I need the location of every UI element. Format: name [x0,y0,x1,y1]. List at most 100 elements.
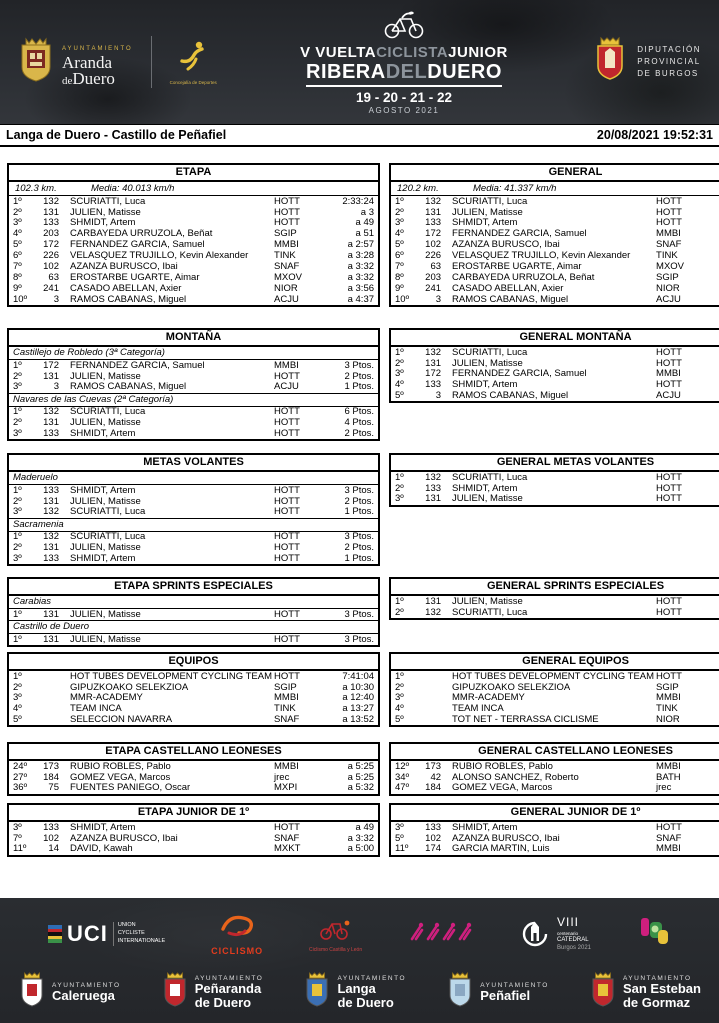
cell-position: 8º [395,271,404,283]
burgos-crest-icon [591,36,629,89]
cell-rider-name: JULIEN, Matisse [70,207,141,218]
cell-rider-name: SHMIDT, Artem [452,380,518,390]
cell-rider-name: AZANZA BURUSCO, Ibai [452,833,560,844]
cell-position: 1º [13,531,22,543]
cell-position: 8º [13,271,22,283]
cell-rider-name: FUENTES PANIEGO, Oscar [70,783,191,793]
cell-result: a 5:15 [702,834,719,844]
cell-result: a 5:32 [702,284,719,294]
table-row: 5º 3 RAMOS CABAÑAS, Miguel ACJU 1 Ptos. [391,391,719,402]
cell-position: 7º [395,261,404,273]
cell-position: 4º [395,703,404,715]
cell-result: a 49 [702,218,719,228]
cell-team-code: HOTT [274,406,300,418]
event-month: AGOSTO 2021 [368,106,440,115]
table-cell: GENERAL CASTELLANO LEONESES 12º 173 RUBIO R… [389,742,719,803]
cell-team-code: HOTT [274,206,300,218]
cell-rider-name: JULIEN, Matisse [70,543,141,553]
cell-dorsal: 131 [425,493,442,505]
table-title: GENERAL EQUIPOS [391,654,719,671]
cell-team-code: ACJU [656,293,681,305]
cell-team-code: HOTT [656,482,682,494]
cell-position: 2º [13,681,22,693]
cell-result: 3 Ptos. [344,531,375,543]
cell-rider-name: GIPUZKOAKO SELEKZIOA [452,682,571,693]
cell-result: a 3:32 [347,832,375,844]
cell-dorsal: 133 [43,428,59,440]
table-row: 1º 132 SCURIATTI, Luca HOTT 2:33:24 [9,196,378,207]
council-item: AYUNTAMIENTO Peñaranda de Duero [161,971,264,1013]
cell-rider-name: TOT NET - TERRASSA CICLISME [452,715,599,725]
table-row: 3º 172 FERNANDEZ GARCIA, Samuel MMBI 3 Ptos. [391,369,719,380]
cell-dorsal: 133 [43,821,59,833]
cell-team-code: TINK [656,250,678,262]
cell-team-code: MMBI [274,359,299,371]
cell-dorsal: 42 [430,771,442,783]
stage-distance: 120.2 km. [397,183,439,194]
table-row: 27º 184 GOMEZ VEGA, Marcos jrec a 5:25 [9,772,378,783]
table-row: 2º 131 JULIEN, Matisse HOTT 2 Ptos. [9,496,378,507]
cell-team-code: ACJU [274,293,299,305]
cell-result: 3 Ptos. [344,608,375,620]
title-line2: RIBERADELDUERO [306,61,502,87]
cell-team-code: jrec [274,771,290,783]
table-row: 12º 173 RUBIO ROBLES, Pablo MMBI a 6:22 [391,761,719,772]
cell-team-code: HOTT [656,471,682,483]
table-row: 3º 133 SHMIDT, Artem HOTT a 49 [391,218,719,229]
council-item: AYUNTAMIENTO Caleruega [18,971,121,1013]
cell-dorsal: 3 [435,390,442,402]
table-row: 3º 133 SHMIDT, Artem HOTT a 49 [391,822,719,833]
cell-rider-name: RUBIO ROBLES, Pablo [452,761,553,772]
uci-stripes-icon [48,925,62,943]
cell-result: 2 Ptos. [702,380,719,390]
results-table-etapa-sprints-especiales: ETAPA SPRINTS ESPECIALES Carabias 1º 131 JUL… [7,577,381,647]
cell-dorsal: 102 [43,261,59,273]
cell-team-code: HOTT [274,428,300,440]
cell-result: 4 Ptos. [702,494,719,504]
cell-dorsal: 133 [425,217,442,229]
cell-team-code: TINK [656,703,678,715]
table-row: 24º 173 RUBIO ROBLES, Pablo MMBI a 5:25 [9,761,378,772]
cell-result: a 49 [702,823,719,833]
table-cell: MONTAÑA Castillejo de Robledo (3ª Categor… [7,328,381,453]
cell-rider-name: SHMIDT, Artem [70,429,136,439]
table-cell: METAS VOLANTES Maderuelo 1º 133 SHMIDT, Arte… [7,453,381,577]
table-title: ETAPA [9,165,379,182]
logo-divider [150,36,152,88]
table-title: ETAPA JUNIOR DE 1º [9,805,379,822]
cell-position: 10º [13,293,28,305]
cell-rider-name: JULIEN, Matisse [452,358,523,369]
cell-result: 2 Ptos. [344,370,375,382]
cell-team-code: HOTT [656,195,682,207]
cell-position: 12º [395,760,410,772]
cell-result: a 5:15 [702,240,719,250]
cell-rider-name: FERNANDEZ GARCIA, Samuel [452,229,587,239]
cell-rider-name: SHMIDT, Artem [452,483,518,494]
cell-team-code: BATH [656,771,681,783]
cell-rider-name: FERNANDEZ GARCIA, Samuel [70,240,205,250]
catedral-icon [522,921,548,947]
cell-team-code: HOTT [656,670,682,682]
table-row: 7º 102 AZANZA BURUSCO, Ibai SNAF a 3:32 [9,261,378,272]
table-row: 2º 131 JULIEN, Matisse HOTT 6 Ptos. [391,358,719,369]
table-cell: GENERAL SPRINTS ESPECIALES 1º 131 JULIEN, M… [389,577,719,652]
cell-rider-name: SHMIDT, Artem [452,822,518,833]
cell-result: 8:02:08 [702,672,719,682]
stage-bar: Langa de Duero - Castillo de Peñafiel 20… [0,124,719,147]
table-row: 3º 133 SHMIDT, Artem HOTT a 49 [9,822,378,833]
table-row: 2º 131 JULIEN, Matisse HOTT a 3 [391,207,719,218]
cell-position: 1º [13,608,22,620]
table-row: 5º SELECCION NAVARRA SNAF a 13:52 [9,715,378,726]
cell-position: 1º [13,359,22,371]
cell-team-code: MXKT [274,843,301,855]
cell-result: 2 Ptos. [344,542,375,554]
cell-result: 3 Ptos. [344,359,375,371]
cell-result: 2 Ptos. [344,495,375,507]
cell-team-code: MMBI [656,760,681,772]
cell-position: 5º [13,239,22,251]
cell-result: a 5:23 [702,262,719,272]
cell-position: 7º [13,261,22,273]
uci-logo: UCI UNION CYCLISTE INTERNATIONALE [48,921,165,947]
cell-dorsal: 173 [43,760,59,772]
cell-position: 34º [395,771,410,783]
